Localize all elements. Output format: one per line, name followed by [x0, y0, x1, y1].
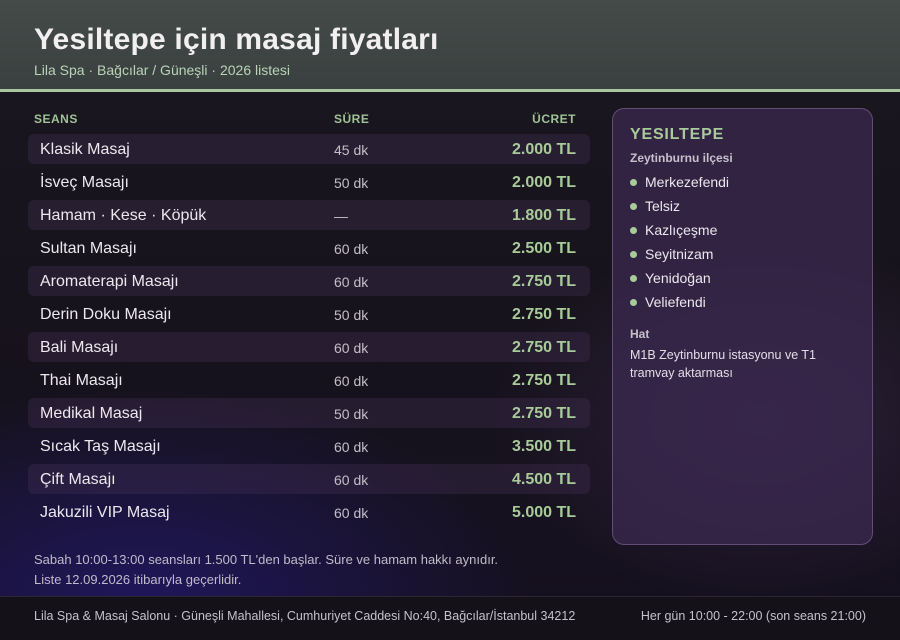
service-price: 2.750 TL: [511, 339, 576, 356]
page-footer: Lila Spa & Masaj Salonu · Güneşli Mahall…: [0, 596, 900, 640]
bullet-icon: [630, 178, 637, 186]
neighborhood-name: Seyitnizam: [645, 246, 714, 262]
page-header: Yesiltepe için masaj fiyatları Lila Spa …: [0, 0, 900, 89]
service-price: 2.750 TL: [511, 273, 576, 290]
service-price: 4.500 TL: [511, 471, 576, 488]
table-row: Medikal Masaj 50 dk 2.750 TL: [28, 398, 590, 428]
list-item: Merkezefendi: [630, 170, 729, 194]
column-header-duration: SÜRE: [334, 112, 370, 126]
service-name: Sıcak Taş Masajı: [40, 438, 161, 455]
service-price: 2.000 TL: [511, 141, 576, 158]
page-title: Yesiltepe için masaj fiyatları: [34, 23, 439, 56]
table-row: Jakuzili VIP Masaj 60 dk 5.000 TL: [28, 497, 590, 527]
service-name: Aromaterapi Masajı: [40, 273, 179, 290]
service-duration: —: [334, 208, 348, 224]
service-duration: 60 dk: [334, 340, 369, 356]
service-duration: 60 dk: [334, 505, 369, 521]
service-name: Derin Doku Masajı: [40, 306, 172, 323]
bullet-icon: [630, 274, 637, 282]
list-item: Yenidoğan: [630, 266, 729, 290]
table-row: İsveç Masajı 50 dk 2.000 TL: [28, 167, 590, 197]
table-row: Aromaterapi Masajı 60 dk 2.750 TL: [28, 266, 590, 296]
page-subtitle: Lila Spa · Bağcılar / Güneşli · 2026 lis…: [34, 62, 291, 78]
service-name: Klasik Masaj: [40, 141, 130, 158]
table-row: Derin Doku Masajı 50 dk 2.750 TL: [28, 299, 590, 329]
footer-hours: Her gün 10:00 - 22:00 (son seans 21:00): [640, 609, 866, 623]
service-duration: 50 dk: [334, 307, 369, 323]
service-name: İsveç Masajı: [40, 174, 129, 191]
bullet-icon: [630, 226, 637, 234]
service-price: 5.000 TL: [511, 504, 576, 521]
service-name: Çift Masajı: [40, 471, 116, 488]
service-price: 2.750 TL: [511, 405, 576, 422]
list-item: Kazlıçeşme: [630, 218, 729, 242]
neighborhood-list: Merkezefendi Telsiz Kazlıçeşme Seyitniza…: [630, 170, 729, 314]
bullet-icon: [630, 298, 637, 306]
service-duration: 50 dk: [334, 175, 369, 191]
district-title: YESILTEPE: [630, 126, 725, 143]
table-row: Hamam · Kese · Köpük — 1.800 TL: [28, 200, 590, 230]
service-name: Thai Masajı: [40, 372, 123, 389]
table-row: Sıcak Taş Masajı 60 dk 3.500 TL: [28, 431, 590, 461]
service-duration: 60 dk: [334, 274, 369, 290]
neighborhood-name: Veliefendi: [645, 294, 706, 310]
table-row: Thai Masajı 60 dk 2.750 TL: [28, 365, 590, 395]
list-item: Seyitnizam: [630, 242, 729, 266]
neighborhood-name: Telsiz: [645, 198, 681, 214]
service-duration: 45 dk: [334, 142, 369, 158]
district-subtitle: Zeytinburnu ilçesi: [630, 151, 733, 165]
service-name: Bali Masajı: [40, 339, 119, 356]
service-price: 2.750 TL: [511, 306, 576, 323]
bullet-icon: [630, 202, 637, 210]
service-name: Jakuzili VIP Masaj: [40, 504, 170, 521]
neighborhood-name: Merkezefendi: [645, 174, 730, 190]
neighborhood-name: Kazlıçeşme: [645, 222, 718, 238]
list-item: Telsiz: [630, 194, 729, 218]
district-panel: YESILTEPE Zeytinburnu ilçesi Merkezefend…: [612, 108, 873, 545]
neighborhood-name: Yenidoğan: [645, 270, 711, 286]
service-duration: 60 dk: [334, 241, 369, 257]
service-duration: 60 dk: [334, 373, 369, 389]
service-name: Hamam · Kese · Köpük: [40, 207, 207, 224]
pricing-note: Sabah 10:00-13:00 seansları 1.500 TL'den…: [34, 552, 499, 567]
table-row: Sultan Masajı 60 dk 2.500 TL: [28, 233, 590, 263]
table-row: Klasik Masaj 45 dk 2.000 TL: [28, 134, 590, 164]
service-price: 2.000 TL: [511, 174, 576, 191]
service-duration: 50 dk: [334, 406, 369, 422]
column-header-service: SEANS: [34, 112, 78, 126]
footer-address: Lila Spa & Masaj Salonu · Güneşli Mahall…: [34, 609, 576, 623]
header-divider: [0, 89, 900, 92]
transit-line-text: M1B Zeytinburnu istasyonu ve T1 tramvay …: [630, 348, 816, 380]
bullet-icon: [630, 250, 637, 258]
service-price: 1.800 TL: [511, 207, 576, 224]
service-name: Medikal Masaj: [40, 405, 143, 422]
service-price: 2.750 TL: [511, 372, 576, 389]
table-row: Çift Masajı 60 dk 4.500 TL: [28, 464, 590, 494]
service-duration: 60 dk: [334, 472, 369, 488]
validity-note: Liste 12.09.2026 itibarıyla geçerlidir.: [34, 572, 242, 587]
column-header-price: ÜCRET: [532, 112, 576, 126]
list-item: Veliefendi: [630, 290, 729, 314]
service-price: 3.500 TL: [511, 438, 576, 455]
service-name: Sultan Masajı: [40, 240, 137, 257]
service-duration: 60 dk: [334, 439, 369, 455]
table-row: Bali Masajı 60 dk 2.750 TL: [28, 332, 590, 362]
service-price: 2.500 TL: [511, 240, 576, 257]
transit-line-label: Hat: [630, 327, 650, 341]
